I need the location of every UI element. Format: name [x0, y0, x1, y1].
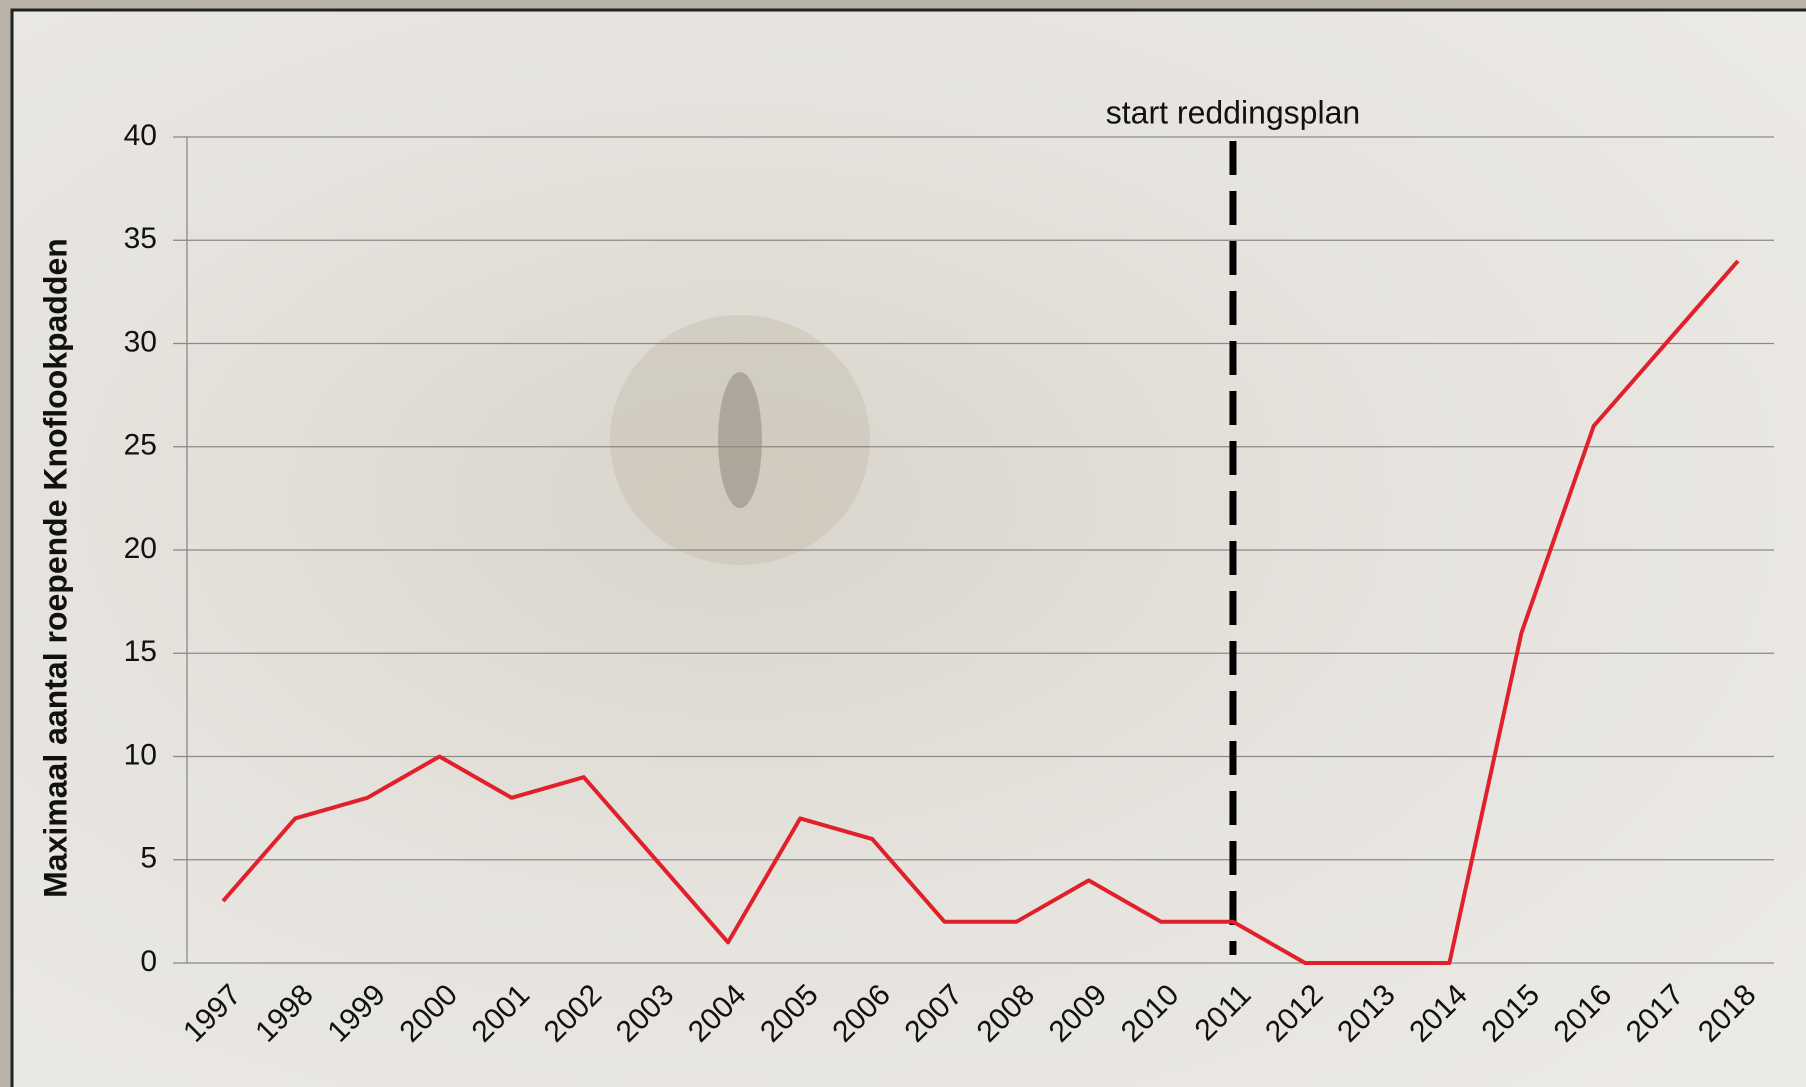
y-tick-label: 30 [124, 325, 157, 358]
page: Maximaal aantal roepende Knoflookpadden … [0, 0, 1806, 1087]
y-tick-label: 10 [124, 738, 157, 771]
y-tick-label: 35 [124, 222, 157, 255]
backdrop-pupil [718, 372, 762, 508]
chart: Maximaal aantal roepende Knoflookpadden … [0, 0, 1806, 1087]
y-tick-label: 5 [140, 842, 157, 875]
y-tick-label: 40 [124, 119, 157, 152]
y-tick-label: 20 [124, 532, 157, 565]
y-axis-label: Maximaal aantal roepende Knoflookpadden [37, 238, 73, 898]
frame [12, 10, 1806, 1087]
y-tick-label: 15 [124, 635, 157, 668]
y-tick-label: 0 [140, 945, 157, 978]
y-tick-label: 25 [124, 429, 157, 462]
annotation-text: start reddingsplan [1106, 94, 1360, 130]
